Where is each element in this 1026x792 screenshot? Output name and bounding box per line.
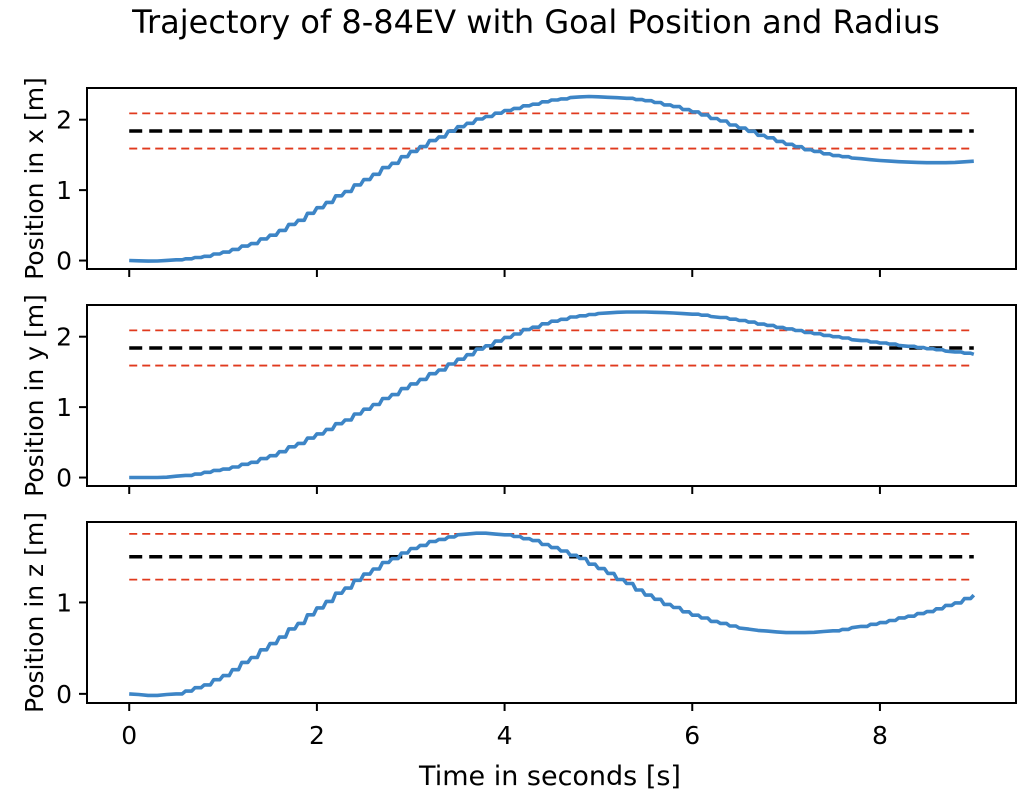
x-axis-label: Time in seconds [s] (418, 761, 681, 792)
trajectory-line (129, 531, 976, 698)
chart-title: Trajectory of 8-84EV with Goal Position … (131, 3, 940, 41)
plot-frame (86, 87, 1017, 270)
y-tick-label: 1 (56, 176, 72, 205)
y-tick-label: 0 (56, 247, 72, 276)
trajectory-line (129, 310, 975, 480)
x-tick-label: 4 (497, 721, 513, 750)
x-tick-label: 2 (309, 721, 325, 750)
x-tick-label: 0 (121, 721, 137, 750)
y-tick-label: 0 (56, 680, 72, 709)
y-tick-label: 1 (56, 393, 72, 422)
y-axis-label: Position in x [m] (20, 77, 49, 280)
panel-3: 0 1 0 2 4 6 8 Position in z [m] (20, 512, 1017, 750)
y-tick-label: 0 (56, 464, 72, 493)
x-tick-label: 8 (872, 721, 888, 750)
x-tick-label: 6 (684, 721, 700, 750)
y-tick-label: 1 (56, 588, 72, 617)
plot-frame (86, 304, 1017, 487)
y-tick-label: 2 (56, 323, 72, 352)
y-axis-label: Position in z [m] (20, 512, 49, 713)
trajectory-line (129, 94, 974, 263)
y-axis-label: Position in y [m] (20, 294, 49, 497)
plot-frame (86, 521, 1017, 704)
y-tick-label: 2 (56, 106, 72, 135)
